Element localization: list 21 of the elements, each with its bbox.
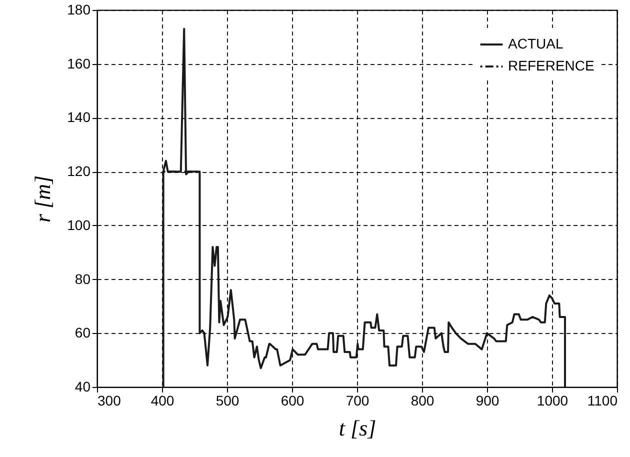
- x-tick-label: 700: [346, 392, 370, 408]
- y-tick-label: 160: [67, 55, 91, 72]
- y-tick-label: 180: [67, 2, 91, 18]
- x-axis-title: t [s]: [338, 416, 376, 440]
- x-tick-label: 1000: [536, 392, 568, 408]
- x-tick-label: 900: [476, 392, 500, 408]
- y-tick-label: 140: [67, 109, 91, 126]
- legend-label: ACTUAL: [508, 36, 564, 52]
- x-tick-label: 600: [280, 392, 304, 408]
- x-tick-label: 800: [410, 392, 434, 408]
- x-tick-label: 1100: [587, 392, 618, 408]
- y-tick-label: 100: [67, 216, 91, 233]
- y-tick-label: 60: [74, 324, 91, 341]
- x-tick-label: 300: [98, 392, 122, 408]
- x-tick-label: 500: [216, 392, 240, 408]
- y-axis-title: r [m]: [30, 175, 56, 223]
- y-tick-label: 120: [67, 163, 91, 180]
- y-tick-label: 40: [74, 378, 91, 394]
- y-tick-label: 80: [74, 270, 91, 287]
- legend-label: REFERENCE: [508, 58, 594, 74]
- x-tick-label: 400: [150, 392, 174, 408]
